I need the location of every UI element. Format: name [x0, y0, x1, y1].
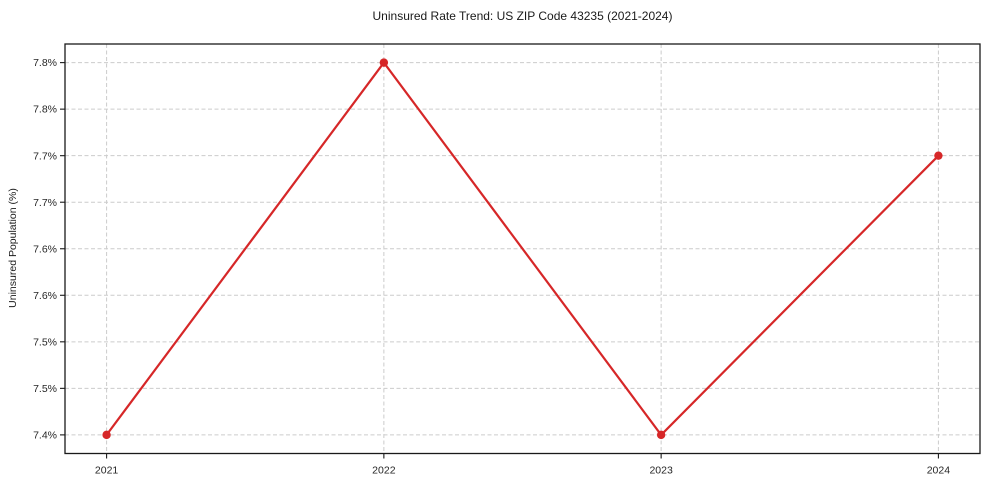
- x-tick-label: 2022: [372, 465, 396, 477]
- data-point-2023: [656, 430, 666, 440]
- trend-line: [105, 60, 940, 437]
- y-tick-label: 7.5%: [33, 336, 57, 348]
- data-point-2021: [102, 430, 111, 440]
- y-tick-label: 7.5%: [33, 383, 57, 395]
- y-tick-label: 7.6%: [33, 290, 57, 302]
- x-tick-label: 2024: [927, 465, 951, 477]
- x-tick-label: 2021: [95, 465, 119, 477]
- y-tick-label: 7.7%: [33, 197, 57, 209]
- x-tick-label: 2023: [649, 465, 673, 477]
- y-tick-label: 7.7%: [33, 150, 57, 162]
- y-tick-label: 7.4%: [33, 429, 57, 441]
- data-point-2022: [379, 58, 389, 67]
- chart-title: Uninsured Rate Trend: US ZIP Code 43235 …: [372, 9, 673, 23]
- y-tick-label: 7.8%: [33, 57, 57, 69]
- data-point-2024: [934, 151, 943, 160]
- y-tick-label: 7.6%: [33, 243, 57, 255]
- y-tick-label: 7.8%: [33, 104, 57, 116]
